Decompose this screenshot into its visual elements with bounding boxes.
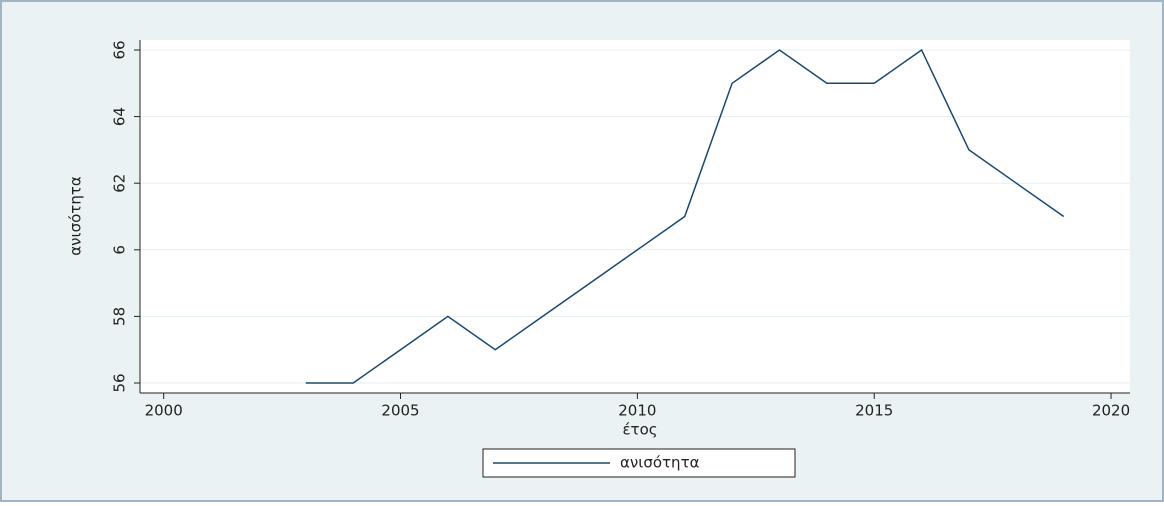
line <box>305 48 1065 384</box>
x-tick-label: 2000 <box>145 402 183 420</box>
y-tick-label: 66 <box>111 40 129 59</box>
y-tick-label: 62 <box>111 174 129 193</box>
x-tick-label: 2010 <box>618 402 656 420</box>
plot-area <box>140 40 1130 393</box>
y-tick-label: 64 <box>111 107 129 126</box>
x-tick-label: 2015 <box>855 402 893 420</box>
legend-label: ανισότητα <box>620 454 700 472</box>
x-tick-label: 2005 <box>381 402 419 420</box>
x-tick-label: 2020 <box>1092 402 1130 420</box>
y-tick-label: 6 <box>111 245 129 255</box>
y-axis-label: ανισότητα <box>67 176 85 256</box>
x-axis-label: έτος <box>622 421 657 439</box>
y-tick-label: 58 <box>111 307 129 326</box>
y-tick-label: 56 <box>111 373 129 392</box>
